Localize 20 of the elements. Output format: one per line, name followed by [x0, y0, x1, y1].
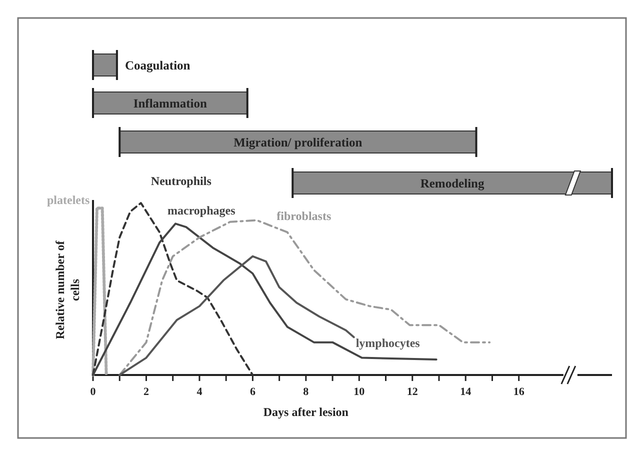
series-label: lymphocytes [356, 336, 420, 350]
x-tick-label: 0 [90, 386, 96, 398]
series-label: Neutrophils [150, 174, 212, 188]
series-label: fibroblasts [276, 209, 332, 224]
series-label: platelets [46, 193, 90, 208]
x-tick-label: 10 [354, 386, 366, 398]
x-tick-label: 6 [250, 386, 256, 398]
x-tick-label: 8 [303, 386, 310, 398]
y-tick-label: Coagulation [124, 58, 190, 72]
series-label: macrophages [168, 204, 236, 218]
y-tick-label: Migration/ proliferation [234, 136, 362, 150]
x-tick-label: 2 [143, 386, 150, 398]
y-axis-title: Relative number of cells [53, 240, 82, 340]
x-tick-label: 16 [513, 386, 525, 398]
x-tick-label: 14 [460, 386, 472, 398]
y-tick-label: Inflammation [133, 96, 208, 110]
x-axis-title: Days after lesion [263, 405, 349, 419]
y-tick-label: Remodeling [420, 176, 485, 190]
x-tick-label: 4 [196, 386, 203, 398]
x-tick-label: 12 [406, 386, 418, 398]
